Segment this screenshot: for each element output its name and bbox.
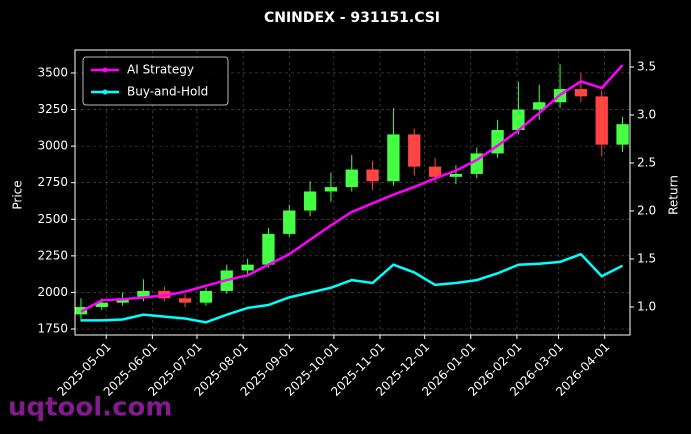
- plot-frame: [74, 49, 631, 336]
- candle-body: [303, 191, 317, 211]
- chart-title: CNINDEX - 931151.CSI: [264, 10, 440, 26]
- legend-marker: [102, 67, 108, 73]
- candle-body: [408, 134, 421, 167]
- candle-body: [387, 134, 400, 182]
- candle-body: [137, 290, 150, 299]
- y-tick-label: 3250: [37, 102, 68, 116]
- y2-tick-label: 3.0: [637, 107, 656, 121]
- legend-label: AI Strategy: [127, 63, 194, 77]
- candle-body: [241, 264, 254, 271]
- y-tick-label: 3000: [37, 139, 68, 153]
- candle-body: [366, 169, 379, 182]
- y2-tick-label: 1.0: [637, 299, 656, 313]
- candle-body: [283, 210, 296, 234]
- y-tick-label: 2750: [37, 175, 68, 189]
- y-tick-label: 3500: [37, 65, 68, 79]
- candle-body: [533, 102, 546, 110]
- candle-body: [512, 109, 525, 131]
- legend-label: Buy-and-Hold: [127, 85, 208, 99]
- candle-body: [178, 298, 192, 303]
- y2-tick-label: 3.5: [637, 59, 656, 73]
- y2-axis-label: Return: [667, 175, 681, 215]
- y-tick-label: 1750: [37, 322, 68, 336]
- y2-tick-label: 2.0: [637, 203, 656, 217]
- legend-marker: [102, 89, 108, 95]
- y2-tick-label: 2.5: [637, 155, 656, 169]
- candle-body: [324, 187, 338, 192]
- candle-body: [595, 96, 608, 145]
- y-axis-label: Price: [11, 180, 25, 209]
- candle-body: [345, 169, 358, 188]
- y2-tick-label: 1.5: [637, 251, 656, 265]
- watermark: uqtool.com: [8, 393, 172, 423]
- line-series: [80, 64, 624, 313]
- y-tick-label: 2000: [37, 285, 68, 299]
- legend-box: [82, 56, 229, 106]
- candle-body: [616, 124, 629, 145]
- y-tick-label: 2250: [37, 248, 68, 262]
- candle-body: [428, 166, 442, 177]
- candle-body: [95, 302, 108, 308]
- candle-body: [574, 89, 588, 97]
- line-series: [80, 252, 624, 324]
- candle-body: [262, 233, 275, 265]
- y-tick-label: 2500: [37, 212, 68, 226]
- candle-body: [449, 173, 463, 177]
- candle-body: [199, 290, 213, 303]
